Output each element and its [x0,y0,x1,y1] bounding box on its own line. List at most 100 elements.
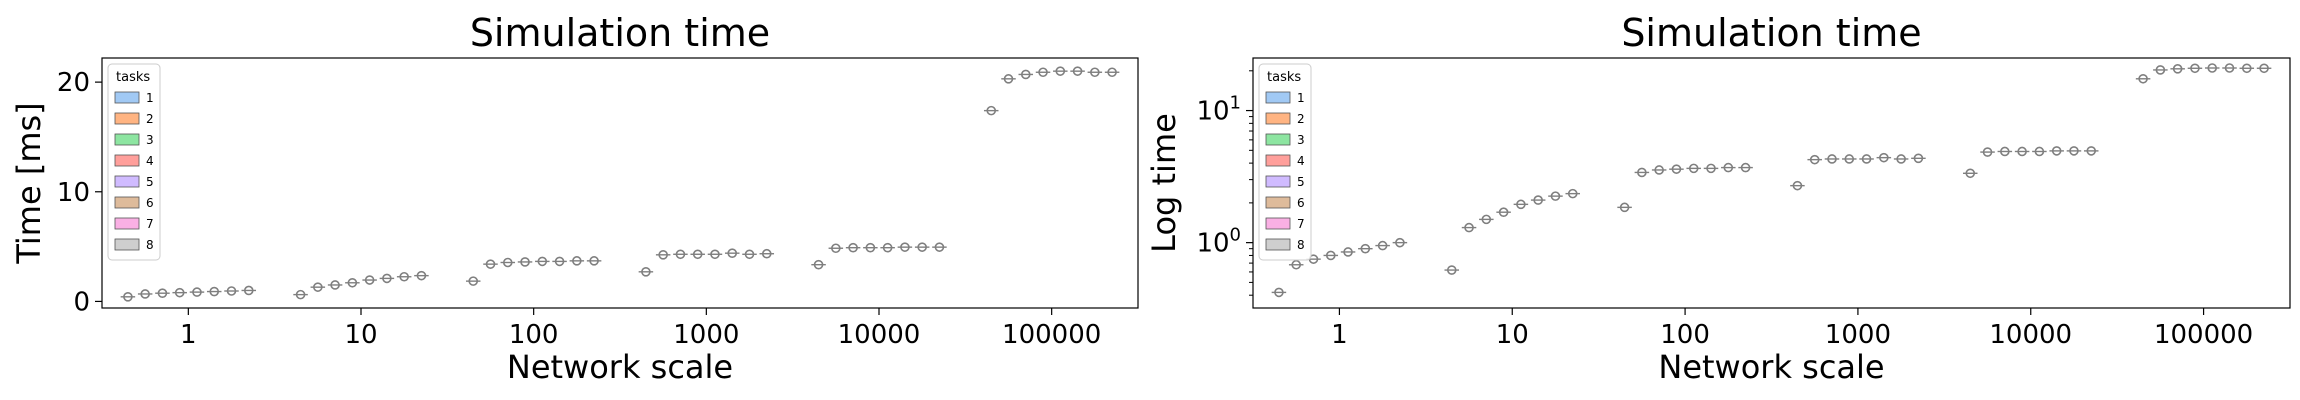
data-point [2034,146,2045,157]
data-point [399,271,409,282]
data-point [2138,73,2148,84]
data-point [1550,191,1561,201]
legend-label: 1 [1297,91,1305,105]
legend-swatch [1265,217,1291,230]
data-point [1464,222,1474,233]
legend-swatch [114,238,140,251]
data-point [2259,63,2269,74]
data-point [416,270,427,281]
data-point [1671,164,1682,174]
data-point [485,259,496,269]
data-point [1038,67,1048,78]
data-point [934,242,945,252]
data-point [744,249,755,260]
data-point [1688,163,1699,174]
legend-swatch [114,175,140,188]
data-point [1020,69,1031,80]
data-point [330,280,340,290]
data-point [502,257,513,268]
data-point [1395,237,1405,248]
data-point [1377,240,1388,251]
data-point [1567,188,1578,199]
data-point [1879,152,1889,163]
legend: tasks 1 2 3 4 5 6 7 8 [1258,63,1312,261]
data-point [468,276,479,286]
data-point [174,287,185,298]
data-point [1090,67,1100,78]
data-point [1619,202,1630,213]
data-point [761,248,772,259]
data-point [1481,214,1492,225]
data-point [1343,247,1353,257]
x-tick-label: 10 [344,320,377,350]
data-point [209,286,220,297]
data-point [1896,154,1906,164]
data-point [1723,162,1734,173]
legend-swatch [114,154,140,167]
data-point [2000,146,2010,157]
y-tick-label: 101 [1196,93,1241,127]
legend-label: 8 [146,238,154,252]
data-point [2172,64,2183,74]
data-point [865,242,876,253]
y-axis-label: Log time [1145,113,1183,253]
data-point [813,259,824,270]
legend-label: 8 [1297,238,1305,252]
data-point [1291,259,1302,270]
legend-label: 6 [146,196,154,210]
data-point [692,249,703,260]
data-point [2190,63,2200,74]
x-tick-label: 1000 [1825,320,1891,350]
data-point [313,282,323,292]
legend-title: tasks [116,70,150,85]
x-tick-label: 1 [180,320,197,350]
data-point [1498,207,1509,218]
data-point [1740,162,1751,173]
legend-label: 3 [146,133,154,147]
legend-swatch [114,217,140,230]
data-point [641,267,651,277]
legend-swatch [114,133,140,146]
x-tick-label: 10000 [1989,320,2072,350]
y-tick-label: 10 [57,178,90,208]
data-point [243,285,254,296]
x-tick-label: 100000 [1002,320,1101,350]
plot-frame [1252,57,2291,309]
data-point [1003,74,1014,84]
x-tick-label: 10000 [838,320,921,350]
legend-swatch [114,91,140,104]
legend-label: 6 [1297,196,1305,210]
data-point [572,256,582,266]
x-tick-label: 100000 [2154,320,2253,350]
plot-frame [101,57,1139,309]
data-point [192,287,202,297]
data-point [1325,250,1336,261]
legend-swatch [1265,91,1291,104]
data-point [1654,165,1664,175]
data-point [917,242,927,252]
data-point [1792,180,1803,191]
data-point [382,273,392,284]
legend-swatch [114,196,140,209]
data-point [900,242,910,252]
x-tick-label: 100 [509,320,559,350]
data-point [848,242,858,253]
data-point [1274,287,1284,298]
data-point [2086,146,2097,156]
chart-title: Simulation time [470,11,770,55]
data-point [831,243,841,254]
data-point [2017,146,2027,157]
x-tick-label: 100 [1660,320,1710,350]
x-axis-label: Network scale [507,348,733,386]
legend-label: 2 [1297,112,1305,126]
legend-label: 4 [1297,154,1305,168]
legend-label: 5 [1297,175,1305,189]
data-point [1072,66,1083,76]
y-tick-label: 100 [1196,225,1241,259]
data-point [986,105,997,116]
x-tick-label: 1000 [673,320,739,350]
legend-swatch [1265,133,1291,146]
